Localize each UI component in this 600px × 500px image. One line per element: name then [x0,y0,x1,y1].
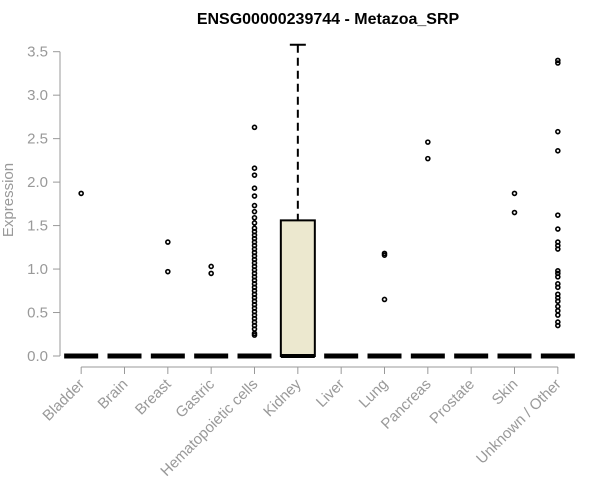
outlier-point [251,165,258,171]
chart-title: ENSG00000239744 - Metazoa_SRP [197,11,460,28]
box-gastric [194,263,229,359]
outlier-point [425,155,431,162]
box-rect [279,219,316,357]
y-tick-label: 3.5 [27,44,48,61]
outlier-point [381,296,388,303]
outlier-point [555,267,561,274]
y-axis-label: Expression [0,163,17,237]
x-tick-label: Brain [95,376,132,413]
x-tick-label: Lung [356,376,392,412]
outlier-point [555,128,561,135]
box-lung [367,250,402,359]
x-tick-label: Liver [313,376,348,411]
outlier-point [381,252,388,258]
outlier-point [251,220,258,226]
x-tick-label: Prostate [426,376,478,428]
x-tick-label: Kidney [260,375,305,420]
outlier-point [555,57,561,64]
outlier-point [251,208,258,215]
outlier-point [555,303,561,310]
outlier-point [511,190,518,197]
outlier-point [251,332,258,338]
outlier-point [555,307,561,314]
y-tick-label: 3.0 [27,87,48,104]
box-hematopoietic-cells [237,124,272,359]
outlier-point [555,212,561,218]
y-tick-label: 0.0 [27,348,48,365]
outlier-point [251,326,258,332]
box-kidney [279,43,316,358]
box-skin [497,190,532,359]
box-unknown-other [540,57,575,359]
y-tick-label: 0.5 [27,305,48,322]
boxes-group [64,43,575,359]
y-tick-label: 1.5 [27,218,48,235]
outlier-point [555,274,561,280]
box-breast [150,239,185,359]
outlier-point [251,193,258,199]
outlier-point [511,209,518,216]
x-tick-label: Skin [489,376,522,409]
outlier-point [425,139,431,145]
outlier-point [251,124,258,131]
outlier-point [208,263,214,270]
outlier-point [555,322,561,329]
y-tick-label: 2.0 [27,174,48,191]
y-axis: 0.0 0.5 1.0 1.5 2.0 2.5 3.0 3.5 [27,44,61,365]
outlier-point [555,148,561,154]
x-tick-label: Bladder [39,376,88,425]
box-bladder [64,190,99,359]
outlier-point [208,270,214,277]
outlier-point [251,214,258,221]
y-tick-label: 2.5 [27,131,48,148]
outlier-point [555,298,561,305]
outlier-point [251,202,258,209]
outlier-point [251,172,258,178]
outlier-point [165,268,171,275]
y-tick-label: 1.0 [27,261,48,278]
outlier-point [555,60,561,66]
outlier-point [555,246,561,252]
outlier-point [251,185,258,191]
outlier-point [165,239,171,245]
outlier-point [555,226,561,232]
box-pancreas [410,139,445,359]
outlier-point [555,312,561,318]
outlier-point [78,190,84,197]
x-tick-label: Breast [132,375,175,418]
outlier-point [555,284,561,291]
